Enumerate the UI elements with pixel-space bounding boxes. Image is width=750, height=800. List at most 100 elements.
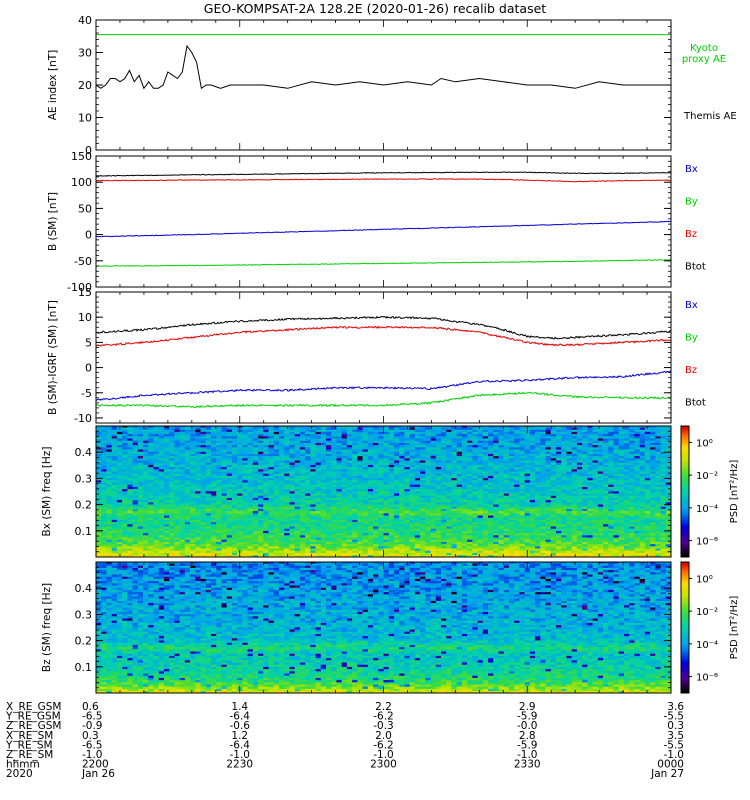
- spectrogram-cell: [247, 517, 254, 520]
- spectrogram-cell: [571, 484, 578, 487]
- spectrogram-cell: [514, 513, 520, 516]
- spectrogram-cell: [226, 497, 233, 501]
- spectrogram-cell: [378, 541, 384, 545]
- spectrogram-cell: [205, 513, 212, 516]
- spectrogram-cell: [315, 477, 322, 481]
- spectrogram-cell: [101, 548, 107, 551]
- spectrogram-cell: [326, 471, 332, 474]
- spectrogram-cell: [242, 552, 248, 556]
- spectrogram-cell: [508, 466, 515, 470]
- spectrogram-cell: [116, 488, 123, 492]
- spectrogram-cell: [237, 524, 243, 527]
- spectrogram-cell: [101, 513, 107, 516]
- spectrogram-cell: [545, 530, 552, 534]
- spectrogram-cell: [315, 469, 322, 472]
- spectrogram-cell: [221, 526, 227, 529]
- spectrogram-cell: [493, 504, 499, 507]
- spectrogram-cell: [550, 554, 557, 558]
- spectrogram-cell: [571, 550, 578, 553]
- spectrogram-cell: [420, 543, 426, 547]
- spectrogram-cell: [226, 548, 233, 551]
- spectrogram-cell: [268, 497, 275, 501]
- spectrogram-cell: [388, 528, 395, 531]
- spectrogram-cell: [592, 546, 599, 549]
- spectrogram-cell: [618, 469, 625, 472]
- spectrogram-cell: [221, 477, 227, 481]
- spectrogram-cell: [148, 530, 154, 534]
- spectrogram-cell: [299, 530, 306, 534]
- spectrogram-cell: [477, 469, 484, 472]
- spectrogram-cell: [665, 491, 672, 494]
- spectrogram-cell: [566, 526, 572, 529]
- spectrogram-cell: [101, 464, 107, 468]
- spectrogram-cell: [404, 495, 410, 498]
- spectrogram-cell: [231, 521, 238, 525]
- spectrogram-cell: [613, 475, 620, 479]
- spectrogram-cell: [660, 488, 667, 492]
- spectrogram-cell: [435, 526, 442, 529]
- spectrogram-cell: [320, 482, 327, 485]
- spectrogram-cell: [190, 497, 196, 501]
- spectrogram-cell: [367, 517, 374, 520]
- spectrogram-cell: [200, 499, 207, 503]
- spectrogram-cell: [179, 537, 186, 540]
- spectrogram-cell: [493, 539, 499, 542]
- spectrogram-cell: [273, 524, 280, 527]
- spectrogram-cell: [435, 510, 442, 514]
- spectrogram-cell: [184, 508, 191, 512]
- spectrogram-cell: [242, 548, 248, 551]
- spectrogram-cell: [116, 521, 123, 525]
- spectrogram-cell: [284, 473, 290, 476]
- spectrogram-cell: [336, 499, 342, 503]
- spectrogram-cell: [378, 473, 384, 476]
- spectrogram-cell: [498, 521, 505, 525]
- spectrogram-cell: [294, 521, 301, 525]
- spectrogram-cell: [252, 515, 259, 518]
- spectrogram-cell: [634, 473, 640, 476]
- spectrogram-cell: [373, 537, 379, 540]
- spectrogram-cell: [158, 480, 165, 483]
- spectrogram-cell: [158, 466, 165, 470]
- spectrogram-cell: [122, 504, 128, 507]
- legend-btot: Btot: [685, 398, 706, 409]
- spectrogram-cell: [603, 528, 609, 531]
- spectrogram-cell: [613, 524, 620, 527]
- spectrogram-cell: [231, 517, 238, 520]
- spectrogram-cell: [399, 530, 405, 534]
- spectrogram-cell: [231, 475, 238, 479]
- spectrogram-cell: [508, 484, 515, 487]
- spectrogram-cell: [608, 471, 614, 474]
- spectrogram-cell: [524, 488, 531, 492]
- spectrogram-cell: [341, 530, 348, 534]
- spectrogram-cell: [508, 486, 515, 490]
- spectrogram-cell: [545, 539, 552, 542]
- spectrogram-cell: [331, 486, 337, 490]
- spectrogram-cell: [482, 473, 489, 476]
- spectrogram-cell: [414, 464, 421, 468]
- spectrogram-cell: [273, 504, 280, 507]
- spectrogram-cell: [597, 495, 604, 498]
- spectrogram-cell: [357, 482, 363, 485]
- spectrogram-cell: [461, 548, 468, 551]
- spectrogram-cell: [545, 550, 552, 553]
- spectrogram-cell: [441, 510, 447, 514]
- spectrogram-cell: [153, 530, 160, 534]
- spectrogram-cell: [639, 510, 646, 514]
- spectrogram-cell: [639, 466, 646, 470]
- spectrogram-cell: [378, 510, 384, 514]
- spectrogram-cell: [582, 519, 588, 523]
- spectrogram-cell: [582, 535, 588, 538]
- spectrogram-cell: [226, 539, 233, 542]
- spectrogram-cell: [226, 475, 233, 479]
- spectrogram-cell: [310, 506, 316, 509]
- spectrogram-cell: [529, 506, 536, 509]
- spectrogram-cell: [258, 548, 264, 551]
- spectrogram-cell: [163, 548, 170, 551]
- spectrogram-cell: [289, 480, 295, 483]
- spectrogram-cell: [629, 480, 635, 483]
- spectrogram-cell: [639, 548, 646, 551]
- spectrogram-cell: [639, 486, 646, 490]
- spectrogram-cell: [399, 493, 405, 496]
- spectrogram-cell: [639, 515, 646, 518]
